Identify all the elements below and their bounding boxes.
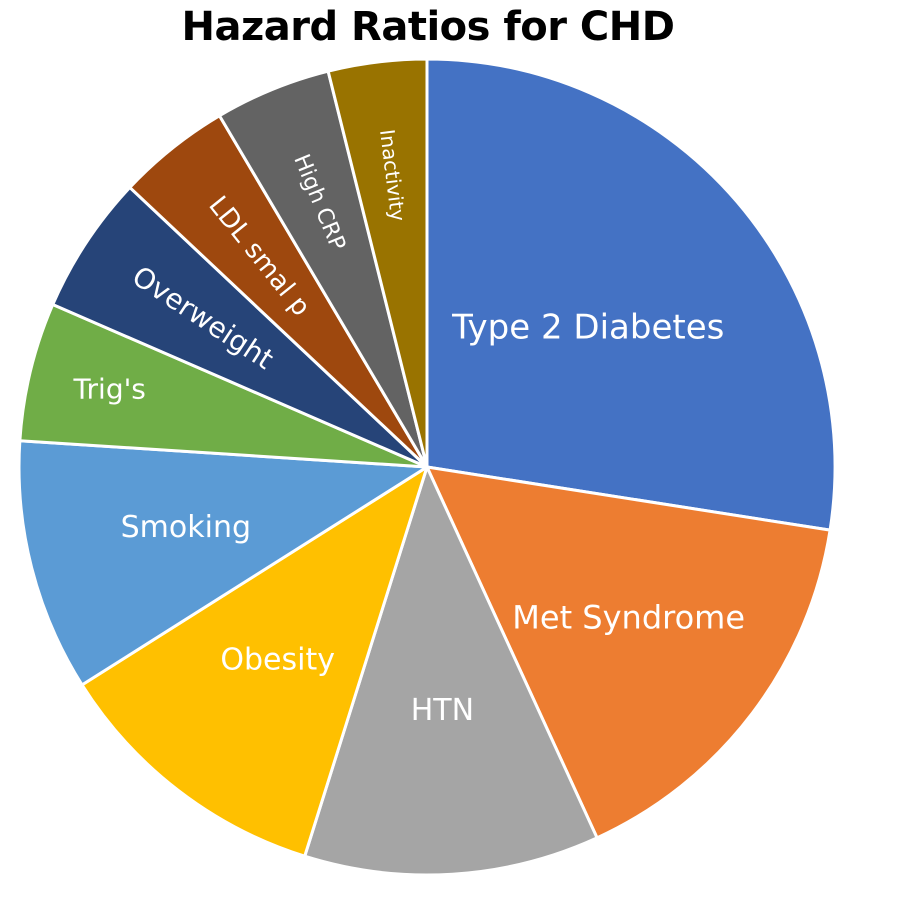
pie-slice-inactivity <box>326 57 429 469</box>
pie-slice-overweight <box>51 185 429 469</box>
slice-label: Met Syndrome <box>512 599 745 637</box>
chart-title: Hazard Ratios for CHD <box>181 4 675 50</box>
pie-slice-obesity <box>80 465 429 858</box>
slice-label: Smoking <box>121 510 251 545</box>
pie-slice-met-syndrome <box>425 465 832 840</box>
pie-slice-smoking <box>17 439 429 687</box>
pie-slices <box>17 57 837 877</box>
pie-slice-trig-s <box>18 303 429 469</box>
slice-label: Type 2 Diabetes <box>451 308 724 348</box>
pie-slice-type-2-diabetes <box>425 57 837 532</box>
slice-label: Obesity <box>220 642 335 677</box>
slice-label: HTN <box>411 693 474 728</box>
pie-slice-htn <box>303 465 599 877</box>
slice-label: Trig's <box>73 372 146 405</box>
